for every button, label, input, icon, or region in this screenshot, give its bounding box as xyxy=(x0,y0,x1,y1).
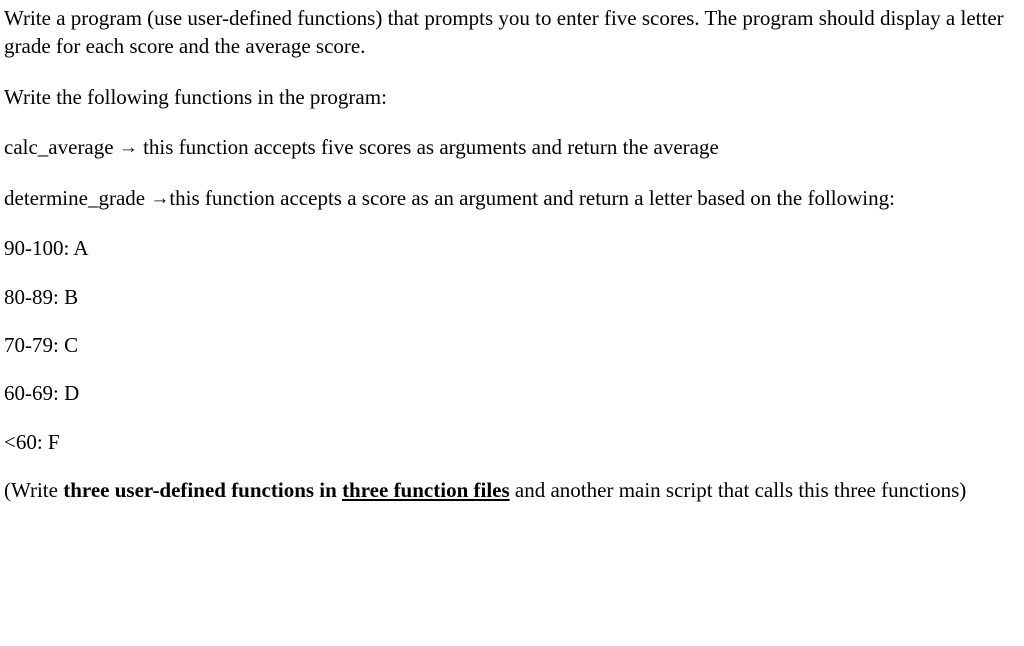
footer-after: and another main script that calls this … xyxy=(510,478,967,502)
footer-paragraph: (Write three user-defined functions in t… xyxy=(4,476,1016,504)
footer-open: (Write xyxy=(4,478,63,502)
determine-grade-paragraph: determine_grade →this function accepts a… xyxy=(4,184,1016,213)
calc-average-name: calc_average xyxy=(4,135,114,159)
calc-average-paragraph: calc_average → this function accepts fiv… xyxy=(4,133,1016,162)
grade-a: 90-100: A xyxy=(4,234,1016,262)
calc-average-desc: this function accepts five scores as arg… xyxy=(143,135,719,159)
determine-grade-name: determine_grade xyxy=(4,186,145,210)
grade-f: <60: F xyxy=(4,428,1016,456)
determine-grade-desc: this function accepts a score as an argu… xyxy=(169,186,895,210)
footer-bold-underline: three function files xyxy=(342,478,510,502)
grade-c: 70-79: C xyxy=(4,331,1016,359)
grade-b: 80-89: B xyxy=(4,283,1016,311)
footer-bold-1: three user-defined functions in xyxy=(63,478,342,502)
intro-paragraph: Write a program (use user-defined functi… xyxy=(4,4,1016,61)
arrow-icon: → xyxy=(119,135,138,161)
document-page: Write a program (use user-defined functi… xyxy=(0,0,1024,534)
write-following-paragraph: Write the following functions in the pro… xyxy=(4,83,1016,111)
grade-d: 60-69: D xyxy=(4,379,1016,407)
arrow-icon: → xyxy=(150,186,169,212)
